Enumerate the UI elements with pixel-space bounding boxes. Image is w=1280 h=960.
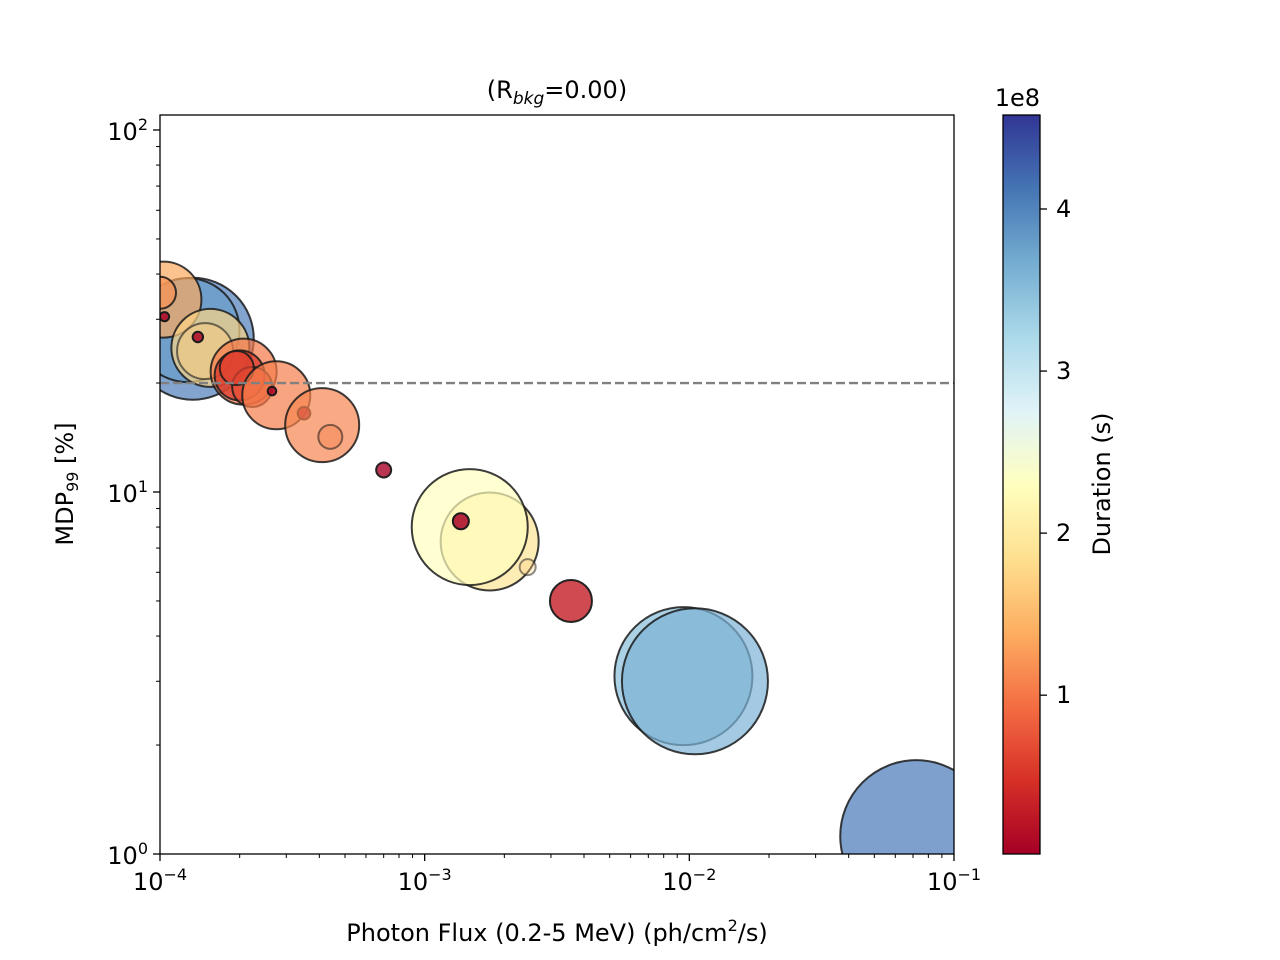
colorbar-tick-label: 4 (1056, 195, 1071, 223)
colorbar-tick-label: 1 (1056, 681, 1071, 709)
y-axis-label-subscript: 99 (63, 472, 82, 492)
colorbar-offset-text: 1e8 (995, 84, 1040, 112)
chart-title: (Rbkg=0.00) (487, 76, 627, 109)
y-axis: 100 101 102 (107, 115, 160, 870)
data-point (284, 387, 361, 464)
x-axis-label-superscript: 2 (728, 916, 738, 935)
data-point (410, 468, 529, 587)
colorbar-ticks: 1 2 3 4 (1040, 195, 1071, 709)
points-layer (160, 260, 954, 854)
data-point (620, 607, 769, 756)
colorbar-gradient (1002, 114, 1041, 855)
colorbar-label: Duration (s) (1088, 412, 1116, 555)
x-axis-label-tail: /s) (738, 919, 768, 947)
data-point (191, 330, 205, 344)
x-axis-label: Photon Flux (0.2-5 MeV) (ph/cm2/s) (346, 916, 767, 947)
y-tick-label: 102 (107, 115, 148, 146)
plot-area: 10−4 10−3 10−2 10−1 100 101 102 (107, 114, 981, 896)
chart-title-prefix: (R (487, 76, 513, 104)
y-axis-label-main: MDP (51, 492, 79, 546)
y-axis-label-tail: [%] (51, 422, 79, 471)
data-point (317, 423, 344, 450)
data-point (548, 578, 593, 623)
x-axis-label-main: Photon Flux (0.2-5 MeV) (ph/cm (346, 919, 727, 947)
data-point (518, 558, 537, 577)
data-point (160, 275, 177, 310)
data-point (375, 461, 393, 479)
colorbar-tick-label: 2 (1056, 519, 1071, 547)
x-tick-label: 10−3 (398, 865, 452, 896)
x-tick-label: 10−4 (133, 865, 187, 896)
data-point (451, 512, 470, 531)
x-tick-label: 10−2 (662, 865, 716, 896)
x-axis: 10−4 10−3 10−2 10−1 (133, 854, 981, 896)
data-point (266, 385, 278, 397)
plot-frame (159, 114, 955, 855)
y-axis-label: MDP99 [%] (51, 422, 82, 545)
y-tick-label: 101 (107, 477, 148, 508)
data-point (839, 759, 954, 854)
chart-title-subscript: bkg (513, 89, 545, 109)
plot-background (160, 115, 954, 854)
colorbar-tick-label: 3 (1056, 357, 1071, 385)
data-point (218, 350, 255, 387)
chart-title-suffix: =0.00) (544, 76, 627, 104)
data-point (160, 311, 171, 323)
x-tick-label: 10−1 (927, 865, 981, 896)
colorbar: 1 2 3 4 1e8 Duration (s) (995, 84, 1116, 855)
y-tick-label: 100 (107, 839, 148, 870)
